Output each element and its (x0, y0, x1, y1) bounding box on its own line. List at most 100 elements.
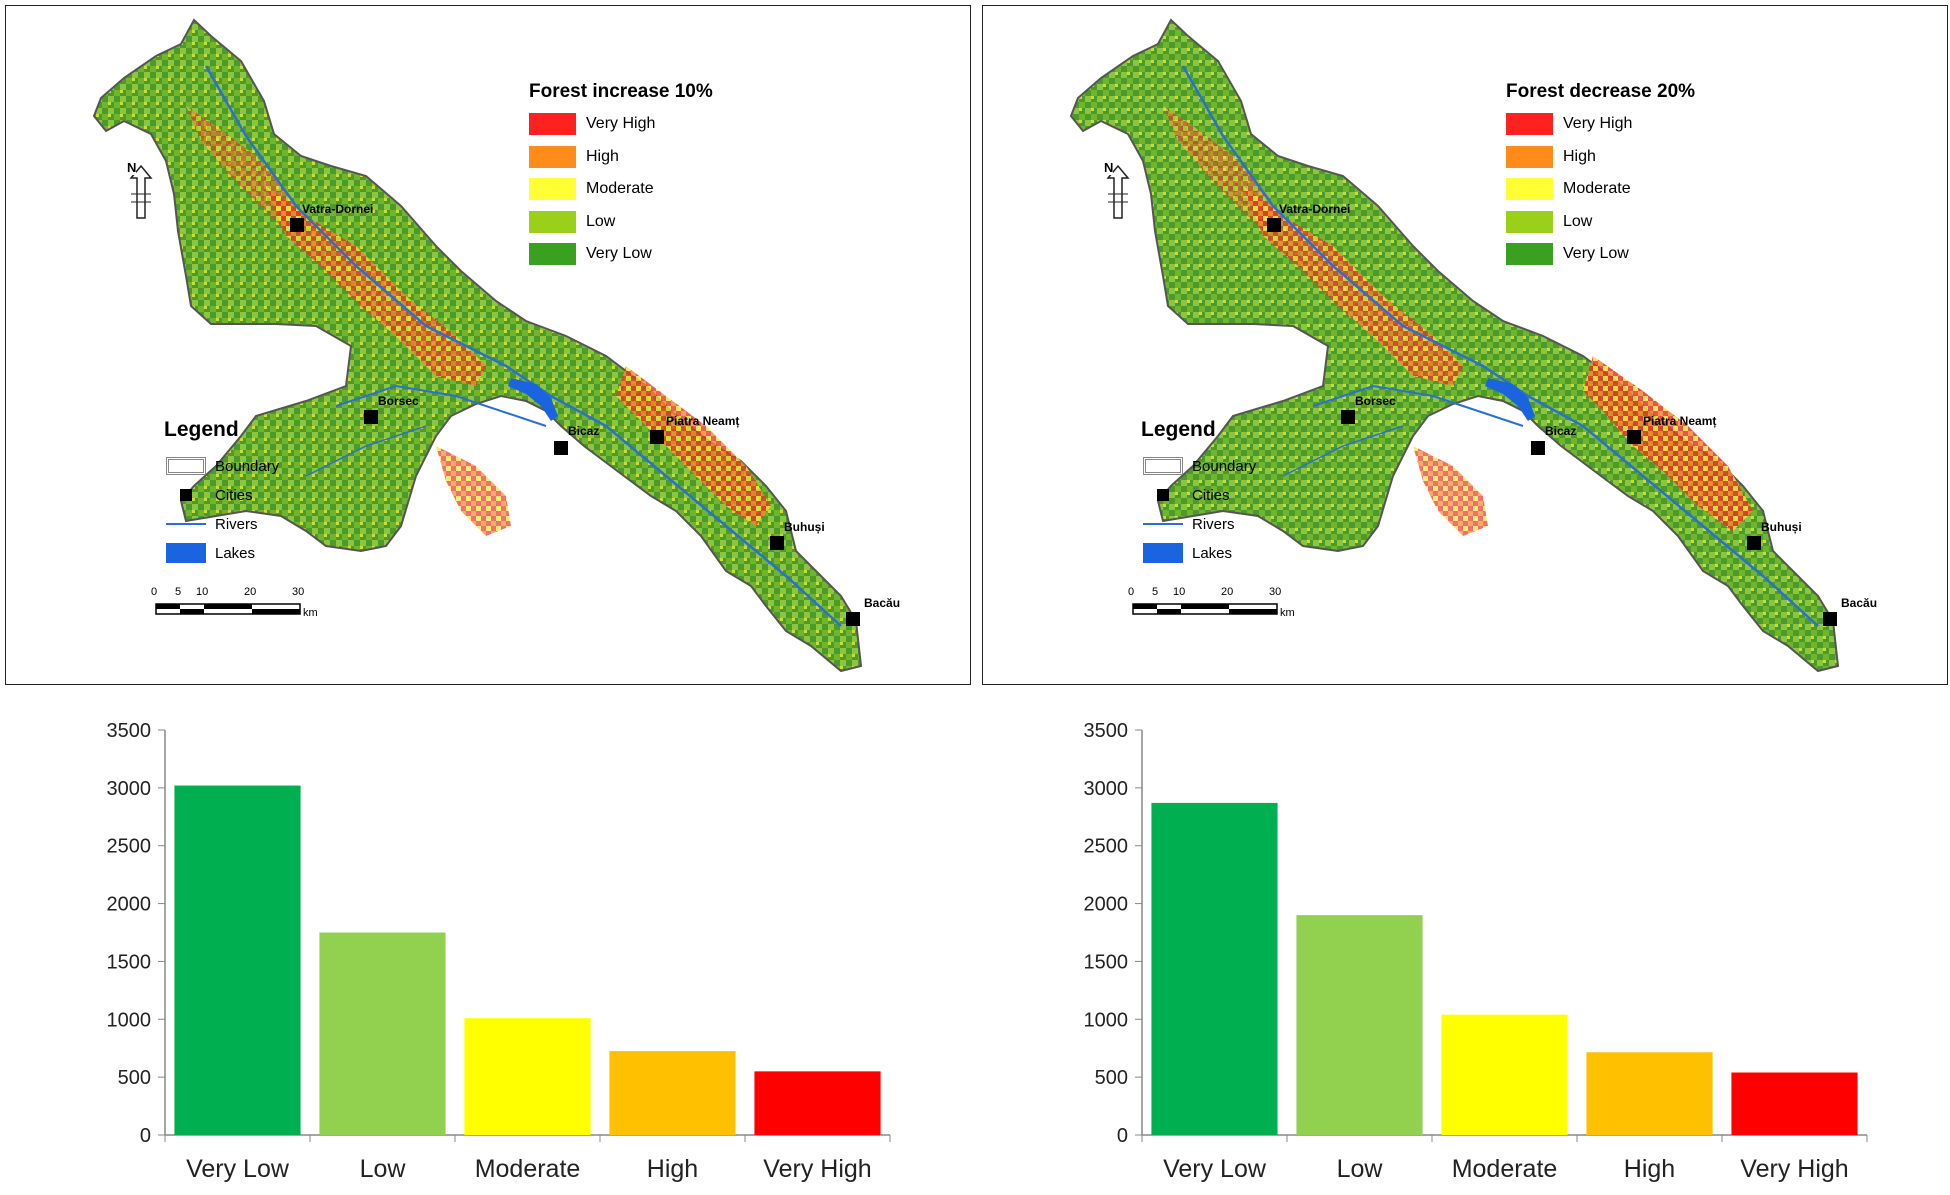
x-category-label: Moderate (1452, 1155, 1558, 1183)
x-category-label: Very Low (1163, 1155, 1267, 1183)
scale-tick: 0 (1128, 586, 1135, 598)
basin-boundary (92, 18, 863, 673)
bar-very-low (174, 785, 301, 1135)
y-tick-label: 3500 (1084, 720, 1129, 742)
scale-tick: 5 (1152, 586, 1159, 598)
bar-very-high (754, 1071, 881, 1135)
y-tick-label: 1000 (107, 1009, 152, 1031)
legend-item-cities: Cities (164, 483, 253, 507)
city-label-buhusi: Buhuși (784, 520, 825, 534)
legend-label: Cities (1192, 486, 1230, 504)
city-label-buhusi: Buhuși (1761, 520, 1802, 534)
class-label: High (1563, 148, 1596, 165)
y-tick-label: 3500 (107, 720, 152, 742)
class-label: Very High (586, 115, 656, 132)
class-swatch (1506, 243, 1553, 265)
class-row-high: High (529, 145, 619, 169)
class-row-very-low: Very Low (1506, 242, 1629, 266)
scale-tick: 30 (1269, 586, 1282, 598)
class-label: Low (1563, 213, 1593, 230)
y-tick-label: 0 (1117, 1125, 1128, 1147)
legend-item-rivers: Rivers (164, 512, 258, 536)
x-category-label: Low (1337, 1155, 1384, 1183)
x-category-label: Very Low (186, 1155, 290, 1183)
city-label-borsec: Borsec (1355, 394, 1396, 408)
y-tick-label: 0 (140, 1125, 151, 1147)
class-swatch (529, 178, 576, 200)
city-label-bicaz: Bicaz (1545, 424, 1577, 438)
y-tick-label: 2500 (1084, 836, 1129, 858)
legend-title: Legend (164, 418, 239, 441)
bar-high (1586, 1052, 1713, 1135)
boundary-icon (164, 454, 208, 478)
map-panel-forest-decrease: Vatra-Dornei Borsec Bicaz Piatra Neamț B… (982, 5, 1948, 685)
legend-item-boundary: Boundary (164, 454, 279, 478)
boundary-icon (1141, 454, 1185, 478)
scale-bar (155, 603, 301, 615)
north-arrow-icon (129, 164, 153, 219)
scale-tick: 20 (1221, 586, 1234, 598)
legend-label: Lakes (1192, 544, 1233, 562)
city-label-bicaz: Bicaz (568, 424, 600, 438)
scale-bar-ticks: 0 5 10 20 30 (1128, 586, 1328, 600)
legend-label: Cities (215, 486, 253, 504)
class-row-very-high: Very High (529, 112, 655, 136)
legend-label: Rivers (215, 515, 258, 533)
city-square-icon (1141, 483, 1185, 507)
legend-item-rivers: Rivers (1141, 512, 1235, 536)
bar-chart-svg: 0 500 1000 1500 2000 2500 3000 3500 Very Low Low M… (1084, 720, 1868, 1183)
city-marker-buhusi (1747, 536, 1761, 550)
legend-item-cities: Cities (1141, 483, 1230, 507)
scale-tick: 0 (151, 586, 158, 598)
y-tick-label: 1000 (1084, 1009, 1129, 1031)
north-label: N (127, 160, 137, 175)
legend-title: Legend (1141, 418, 1216, 441)
y-tick-label: 1500 (1084, 951, 1129, 973)
north-label: N (1104, 160, 1114, 175)
basin-boundary (1069, 18, 1840, 673)
class-label: Very Low (586, 245, 652, 262)
watershed-map (92, 18, 863, 673)
city-marker-bicaz (1531, 441, 1545, 455)
y-tick-label: 500 (1095, 1067, 1128, 1089)
map-title: Forest decrease 20% (1506, 81, 1696, 102)
y-tick-label: 500 (118, 1067, 151, 1089)
scale-tick: 10 (1173, 586, 1186, 598)
bar-low (319, 932, 446, 1135)
class-row-moderate: Moderate (529, 177, 654, 201)
city-square-icon (164, 483, 208, 507)
legend-item-lakes: Lakes (164, 541, 255, 565)
city-marker-vatra-dornei (1267, 218, 1281, 232)
city-label-bacau: Bacău (864, 596, 901, 610)
class-row-very-high: Very High (1506, 112, 1632, 136)
y-tick-label: 2000 (1084, 894, 1129, 916)
city-label-vatra-dornei: Vatra-Dornei (1279, 202, 1351, 216)
city-label-vatra-dornei: Vatra-Dornei (302, 202, 374, 216)
x-category-label: Low (360, 1155, 407, 1183)
class-label: Very High (1563, 115, 1633, 132)
bar-very-low (1151, 802, 1278, 1135)
class-swatch (529, 243, 576, 265)
river-line-icon (1141, 512, 1185, 536)
north-arrow-icon (1106, 164, 1130, 219)
map-panel-forest-increase: Vatra-Dornei Borsec Bicaz Piatra Neamț B… (5, 5, 971, 685)
legend-label: Boundary (1192, 457, 1257, 475)
class-label: Moderate (1563, 180, 1631, 197)
legend-label: Lakes (215, 544, 256, 562)
river-network (1181, 65, 1819, 627)
city-marker-bacau (846, 612, 860, 626)
scale-tick: 30 (292, 586, 305, 598)
city-marker-bacau (1823, 612, 1837, 626)
city-label-bacau: Bacău (1841, 596, 1878, 610)
legend-item-lakes: Lakes (1141, 541, 1232, 565)
city-marker-borsec (1341, 410, 1355, 424)
river-line-icon (164, 512, 208, 536)
scale-bar (1132, 603, 1278, 615)
city-markers (290, 218, 860, 626)
x-category-label: Very High (1740, 1155, 1848, 1183)
class-row-high: High (1506, 145, 1596, 169)
city-marker-piatra-neamt (1627, 430, 1641, 444)
bar-moderate (464, 1018, 591, 1135)
river-network (204, 65, 842, 627)
watershed-map (1069, 18, 1840, 673)
